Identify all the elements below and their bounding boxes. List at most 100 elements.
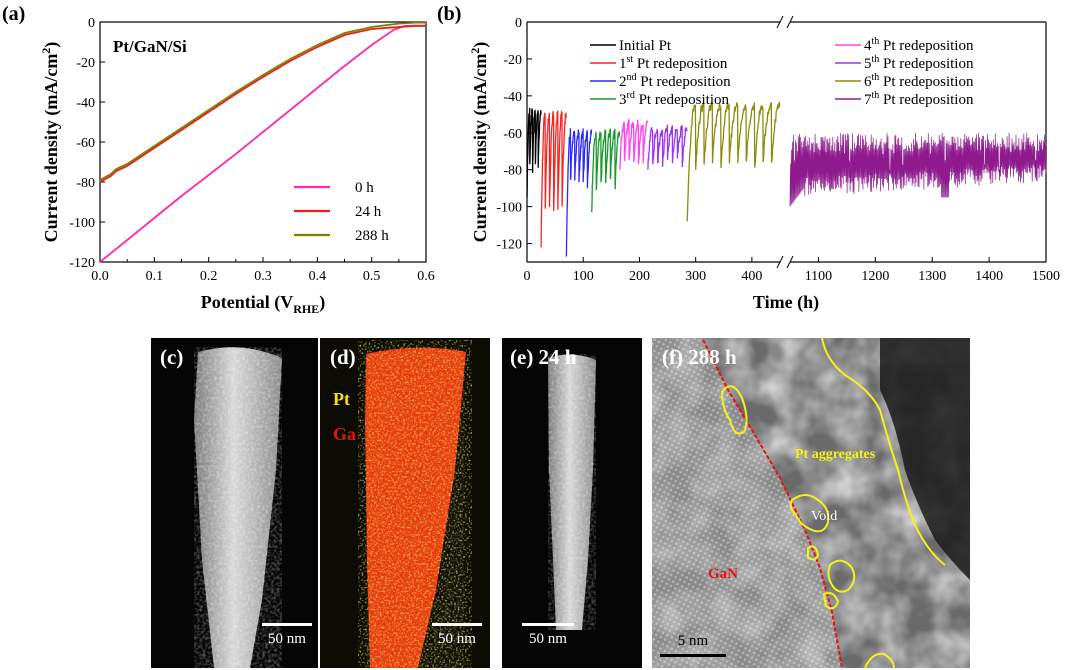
panel-a-legend: 0 h 24 h 288 h bbox=[294, 180, 389, 244]
panel-b-legend-label: 7th Pt redeposition bbox=[864, 90, 974, 108]
image-f-gan-label: GaN bbox=[708, 566, 738, 582]
panel-b-series-line bbox=[619, 118, 649, 170]
panel-b-x-ticks: 0 100 200 300 400 1100 1200 1300 1400 1500 bbox=[524, 257, 1060, 284]
image-f-void-label: Void bbox=[811, 509, 837, 524]
image-e-scale-label: 50 nm bbox=[529, 631, 567, 647]
panel-a-x-tick-label: 0.3 bbox=[254, 269, 272, 284]
panel-b-series-line bbox=[526, 107, 542, 198]
image-c-scale-label: 50 nm bbox=[268, 631, 306, 647]
panel-a-legend-label: 288 h bbox=[355, 228, 389, 244]
panel-b-y-ticks: 0 -20 -40 -60 -80 -100 -120 bbox=[496, 16, 532, 253]
panel-b-legend-label: 4th Pt redeposition bbox=[864, 36, 974, 54]
panel-a-x-tick-label: 0.4 bbox=[309, 269, 327, 284]
panel-b-x-axis-label: Time (h) bbox=[753, 292, 819, 313]
panel-a-y-tick-label: -40 bbox=[76, 96, 95, 111]
panel-b-y-tick-label: -20 bbox=[503, 53, 522, 68]
panel-b-break-mark bbox=[776, 255, 784, 269]
panel-b-series-line bbox=[591, 128, 621, 213]
panel-b-x-tick-label: 400 bbox=[741, 269, 762, 284]
panel-b-break-mark bbox=[776, 15, 784, 29]
image-f-small-outline-1 bbox=[720, 385, 748, 435]
image-f: (f) 288 h Pt aggregates Void GaN 5 nm bbox=[652, 338, 970, 668]
panel-b-legend-label: 2nd Pt redeposition bbox=[619, 72, 731, 90]
panel-b-x-tick-label: 1100 bbox=[805, 269, 832, 284]
panel-b-series-line bbox=[540, 109, 567, 248]
panel-a-x-axis-label: Potential (VRHE) bbox=[201, 292, 326, 316]
panel-b-break-mark bbox=[786, 255, 794, 269]
panel-a: (a) 0.0 0.1 0.2 0.3 0.4 0.5 0.6 0 -20 -40 -60 -80 -… bbox=[2, 3, 435, 316]
panel-b-x-tick-label: 1200 bbox=[861, 269, 889, 284]
panel-a-x-tick-label: 0.0 bbox=[91, 269, 109, 284]
panel-a-plot-frame bbox=[99, 21, 427, 263]
panel-a-y-tick-label: 0 bbox=[88, 16, 95, 31]
image-f-aggregates-label: Pt aggregates bbox=[795, 447, 876, 462]
image-f-vacuum bbox=[880, 338, 970, 580]
panel-b-break-mark bbox=[786, 15, 794, 29]
image-c-scale-bar bbox=[262, 623, 312, 626]
panel-b-series bbox=[526, 100, 1047, 257]
panel-a-y-tick-label: -20 bbox=[76, 56, 95, 71]
panel-b-y-tick-label: -60 bbox=[503, 127, 522, 142]
image-c: (c) 50 nm bbox=[151, 338, 318, 668]
panel-b-x-tick-label: 300 bbox=[685, 269, 706, 284]
panel-a-y-tick-label: -100 bbox=[69, 216, 95, 231]
image-d-label: (d) bbox=[330, 345, 356, 369]
panel-a-label: (a) bbox=[2, 3, 25, 25]
panel-a-x-tick-label: 0.2 bbox=[200, 269, 218, 284]
panel-a-y-tick-label: -120 bbox=[69, 256, 95, 271]
image-f-small-outline-3 bbox=[807, 545, 820, 561]
image-e-nanowire-texture bbox=[548, 354, 596, 630]
panel-b-x-tick-label: 100 bbox=[573, 269, 594, 284]
image-d-scale-bar bbox=[432, 623, 482, 626]
panel-a-series-line bbox=[99, 25, 426, 183]
panel-a-x-tick-label: 0.1 bbox=[146, 269, 164, 284]
image-e-label: (e) 24 h bbox=[510, 345, 577, 369]
image-d-scale-label: 50 nm bbox=[438, 631, 476, 647]
panel-b-x-tick-label: 1500 bbox=[1032, 269, 1060, 284]
panel-b-y-tick-label: -120 bbox=[496, 238, 522, 253]
panel-a-y-axis-label: Current density (mA/cm2) bbox=[39, 42, 62, 243]
panel-a-legend-label: 0 h bbox=[355, 180, 374, 196]
panel-b-label: (b) bbox=[437, 3, 461, 25]
panel-a-y-tick-label: -80 bbox=[76, 176, 95, 191]
panel-a-y-tick-label: -60 bbox=[76, 136, 95, 151]
image-f-small-outline-5 bbox=[864, 652, 895, 668]
image-d: (d) Pt Ga 50 nm bbox=[320, 338, 490, 668]
image-f-label: (f) 288 h bbox=[662, 345, 737, 369]
image-f-interface-line bbox=[702, 339, 843, 668]
panel-a-x-tick-label: 0.5 bbox=[363, 269, 381, 284]
panel-b-y-tick-label: -100 bbox=[496, 201, 522, 216]
panel-b-y-tick-label: 0 bbox=[515, 16, 522, 31]
panel-b-x-tick-label: 0 bbox=[524, 269, 531, 284]
panel-a-series bbox=[99, 21, 426, 263]
image-f-small-outline-4 bbox=[822, 592, 840, 610]
panel-b-series-line bbox=[647, 124, 688, 170]
panel-b-axis-break bbox=[776, 15, 794, 269]
panel-a-x-tick-label: 0.6 bbox=[417, 269, 435, 284]
image-e-scale-bar bbox=[522, 623, 574, 626]
panel-a-series-line bbox=[99, 21, 426, 181]
panel-b-x-tick-label: 200 bbox=[629, 269, 650, 284]
image-f-scale-label: 5 nm bbox=[678, 633, 709, 649]
panel-a-y-ticks: 0 -20 -40 -60 -80 -100 -120 bbox=[69, 16, 105, 271]
image-d-pt-legend: Pt bbox=[333, 389, 350, 409]
panel-b-y-tick-label: -80 bbox=[503, 164, 522, 179]
image-d-ga-speckle bbox=[367, 351, 464, 668]
image-e: (e) 24 h 50 nm bbox=[502, 338, 642, 668]
panel-b-y-tick-label: -40 bbox=[503, 90, 522, 105]
panel-b-legend-label: 3rd Pt redeposition bbox=[619, 90, 730, 108]
panel-a-series-line bbox=[99, 24, 426, 263]
panel-a-legend-label: 24 h bbox=[355, 204, 382, 220]
image-f-scale-bar bbox=[660, 654, 726, 657]
panel-a-x-ticks: 0.0 0.1 0.2 0.3 0.4 0.5 0.6 bbox=[91, 257, 435, 284]
panel-b-legend-label: 6th Pt redeposition bbox=[864, 72, 974, 90]
panel-b-series-line bbox=[789, 132, 1047, 207]
image-f-aggregate-outline bbox=[821, 338, 946, 566]
image-f-small-outline-2 bbox=[827, 559, 856, 593]
image-c-label: (c) bbox=[160, 345, 183, 369]
panel-b: (b) 0 100 200 300 400 1100 1200 1300 1400 1500 0 -… bbox=[437, 3, 1060, 313]
image-d-ga-legend: Ga bbox=[333, 424, 356, 444]
panel-b-series-line bbox=[565, 128, 593, 257]
